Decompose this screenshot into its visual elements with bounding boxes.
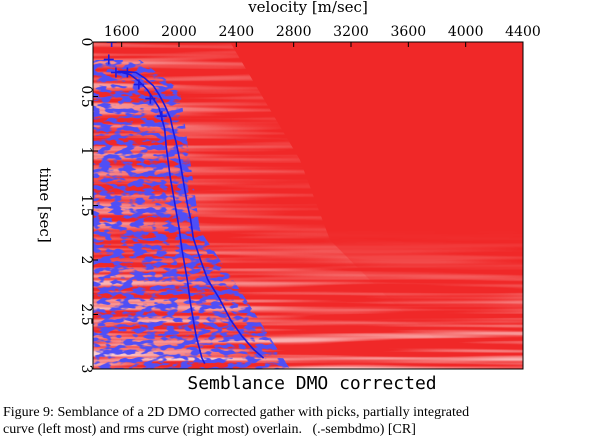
velocity-curves — [115, 70, 265, 364]
x-tick-label: 1600 — [104, 24, 140, 40]
y-axis: 0 0.5 1 1.5 2 2.5 3 — [78, 38, 98, 374]
pick-marker — [106, 42, 117, 47]
velocity-picks — [103, 42, 167, 122]
velocity-curve — [115, 70, 265, 359]
y-tick-label: 1 — [78, 147, 94, 156]
pick-marker — [156, 111, 167, 122]
pick-marker — [145, 93, 156, 104]
x-tick-label: 4400 — [505, 24, 541, 40]
y-tick-label: 1.5 — [78, 194, 94, 216]
y-tick-label: 3 — [78, 365, 94, 374]
pick-marker — [122, 67, 133, 78]
pick-marker — [133, 79, 144, 90]
x-tick-label: 2000 — [161, 24, 197, 40]
chart-title: Semblance DMO corrected — [187, 373, 436, 394]
y-axis-title: time [sec] — [36, 167, 54, 242]
caption-line-2: curve (left most) and rms curve (right m… — [3, 422, 416, 437]
x-tick-label: 2800 — [276, 24, 312, 40]
x-tick-label: 4000 — [448, 24, 484, 40]
x-tick-label: 3600 — [391, 24, 427, 40]
x-axis-title: velocity [m/sec] — [247, 0, 368, 16]
x-tick-label: 2400 — [219, 24, 255, 40]
y-tick-label: 0 — [78, 38, 94, 47]
y-tick-label: 2.5 — [78, 303, 94, 325]
pick-marker — [103, 54, 114, 65]
x-axis: 1600 2000 2400 2800 3200 3600 4000 4400 — [104, 24, 541, 47]
y-tick-label: 2 — [78, 256, 94, 265]
figure-caption: Figure 9: Semblance of a 2D DMO correcte… — [3, 404, 597, 438]
pick-marker — [110, 67, 121, 78]
high-semblance-zone — [93, 60, 290, 369]
caption-line-1: Figure 9: Semblance of a 2D DMO correcte… — [3, 405, 470, 420]
velocity-curve — [115, 71, 206, 364]
semblance-heatmap — [93, 42, 523, 369]
x-tick-label: 3200 — [333, 24, 369, 40]
y-tick-label: 0.5 — [78, 85, 94, 107]
